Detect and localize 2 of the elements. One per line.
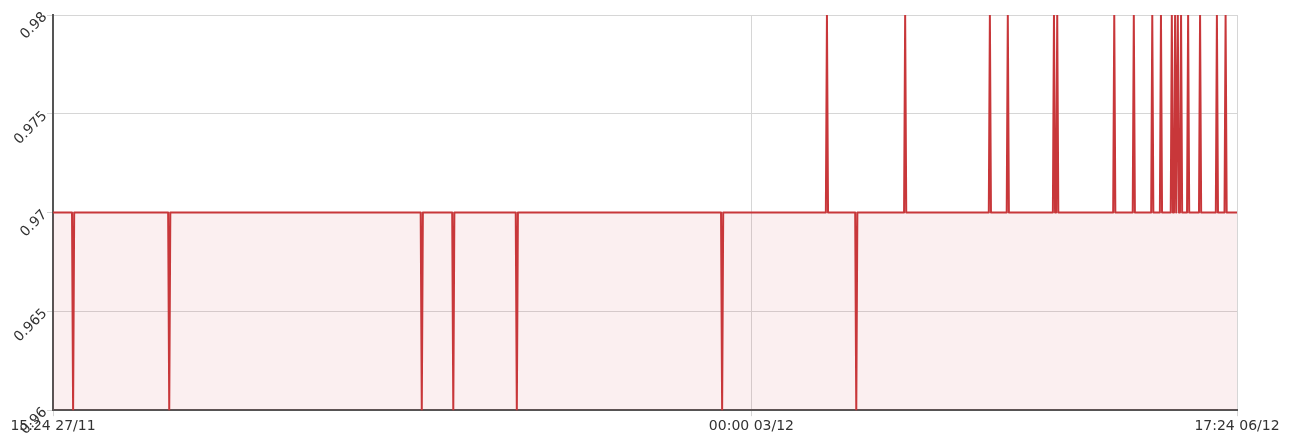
x-tick-label: 17:24 06/12 — [1194, 417, 1280, 434]
x-tick-label: 00:00 03/12 — [708, 417, 795, 434]
